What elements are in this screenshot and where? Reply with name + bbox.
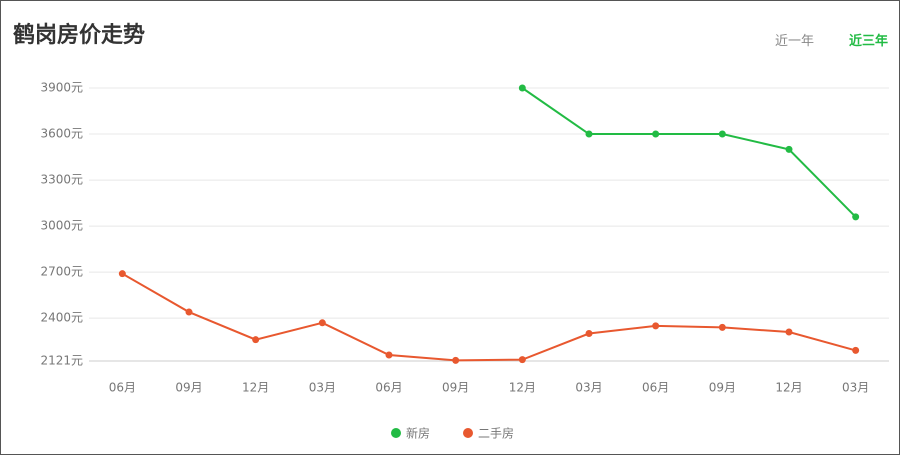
data-point — [852, 213, 860, 221]
data-point — [785, 145, 793, 153]
legend-swatch — [391, 428, 401, 438]
page-title: 鹤岗房价走势 — [13, 23, 146, 48]
data-point — [518, 356, 526, 364]
y-tick-label: 2121元 — [40, 354, 83, 368]
x-tick-label: 03月 — [842, 381, 869, 395]
data-point — [518, 84, 526, 92]
data-point — [652, 130, 660, 138]
data-point — [252, 336, 260, 344]
legend-swatch — [463, 428, 473, 438]
legend-label: 二手房 — [478, 426, 514, 441]
data-point — [185, 308, 193, 316]
y-tick-label: 2400元 — [40, 311, 83, 325]
data-point — [852, 346, 860, 354]
series-line — [121, 272, 856, 362]
x-tick-label: 09月 — [175, 381, 202, 395]
x-tick-label: 06月 — [642, 381, 669, 395]
legend-label: 新房 — [406, 426, 430, 441]
data-point — [585, 330, 593, 338]
x-tick-label: 03月 — [309, 381, 336, 395]
y-tick-label: 3600元 — [40, 127, 83, 141]
y-tick-label: 3300元 — [40, 173, 83, 187]
data-point — [718, 130, 726, 138]
x-tick-label: 12月 — [242, 381, 269, 395]
x-tick-label: 03月 — [575, 381, 602, 395]
x-tick-label: 06月 — [375, 381, 402, 395]
range-tab[interactable]: 近一年 — [775, 34, 815, 49]
x-tick-label: 12月 — [509, 381, 536, 395]
x-tick-label: 09月 — [709, 381, 736, 395]
data-point — [452, 356, 460, 364]
x-tick-label: 06月 — [109, 381, 136, 395]
data-point — [385, 351, 393, 359]
series-line — [521, 87, 857, 218]
data-point — [785, 328, 793, 336]
x-tick-label: 12月 — [775, 381, 802, 395]
y-tick-label: 3900元 — [40, 81, 83, 95]
data-point — [652, 322, 660, 330]
data-point — [718, 323, 726, 331]
range-tab[interactable]: 近三年 — [849, 34, 889, 49]
data-point — [118, 270, 126, 278]
x-tick-label: 09月 — [442, 381, 469, 395]
y-tick-label: 2700元 — [40, 265, 83, 279]
y-tick-label: 3000元 — [40, 219, 83, 233]
data-point — [318, 319, 326, 327]
data-point — [585, 130, 593, 138]
